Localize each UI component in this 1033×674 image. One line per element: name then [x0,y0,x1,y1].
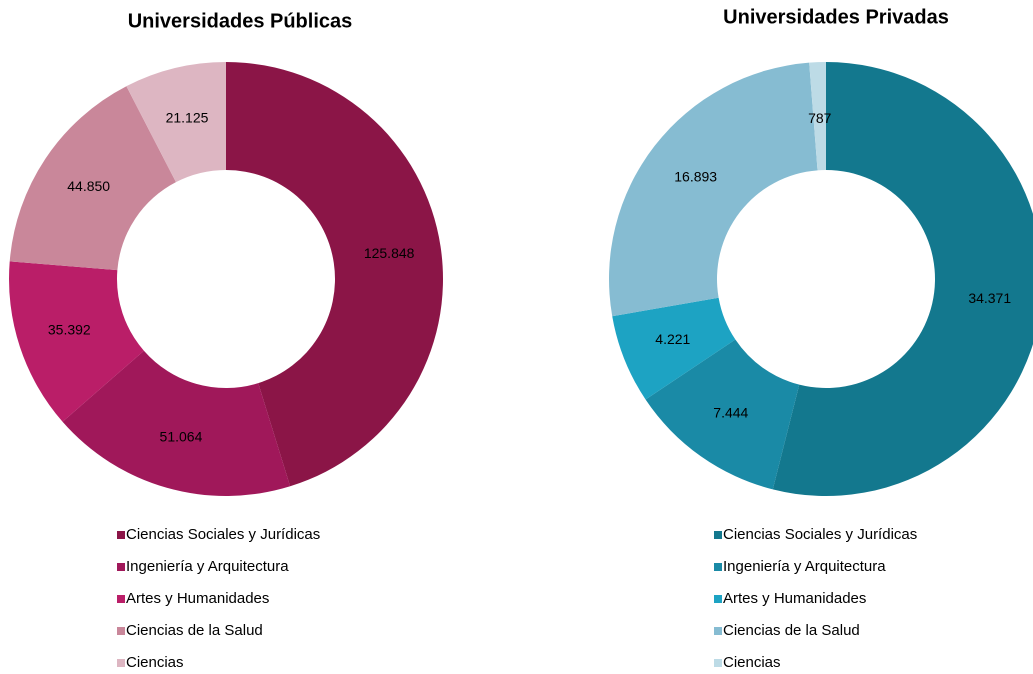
donut-slice [8,261,144,422]
donut-slice [772,62,1033,496]
donut-slice [609,62,818,317]
donut-slice [645,339,800,490]
data-label: 16.893 [674,169,717,185]
legend-swatch [117,531,125,539]
data-label: 21.125 [166,109,209,125]
legend-swatch [117,627,125,635]
data-label: 34.371 [968,290,1011,306]
legend-swatch [117,595,125,603]
data-label: 51.064 [160,428,203,444]
legend-label: Ciencias [723,654,781,671]
legend-label: Artes y Humanidades [126,590,269,607]
legend-label: Artes y Humanidades [723,590,866,607]
legend-label: Ingeniería y Arquitectura [126,558,289,575]
legend-label: Ciencias de la Salud [126,622,263,639]
donut-slice [226,62,444,487]
data-label: 125.848 [364,245,415,261]
donut-slice [612,297,736,400]
donut-slice [9,86,176,271]
legend-swatch [714,531,722,539]
data-label: 35.392 [48,321,91,337]
legend-swatch [714,659,722,667]
chart-title: Universidades Privadas [723,6,949,28]
donut-slice [809,62,826,171]
legend-swatch [117,659,125,667]
legend-label: Ciencias de la Salud [723,622,860,639]
donut-slice [126,62,226,183]
legend-label: Ciencias [126,654,184,671]
legend-swatch [714,595,722,603]
legend-swatch [117,563,125,571]
data-label: 44.850 [67,178,110,194]
legend-swatch [714,563,722,571]
data-label: 4.221 [655,331,690,347]
legend-label: Ciencias Sociales y Jurídicas [723,526,917,543]
legend-swatch [714,627,722,635]
legend-label: Ciencias Sociales y Jurídicas [126,526,320,543]
chart-title: Universidades Públicas [128,10,353,32]
data-label: 7.444 [713,404,748,420]
data-label: 787 [808,110,832,126]
legend-label: Ingeniería y Arquitectura [723,558,886,575]
donut-slice [62,350,291,496]
